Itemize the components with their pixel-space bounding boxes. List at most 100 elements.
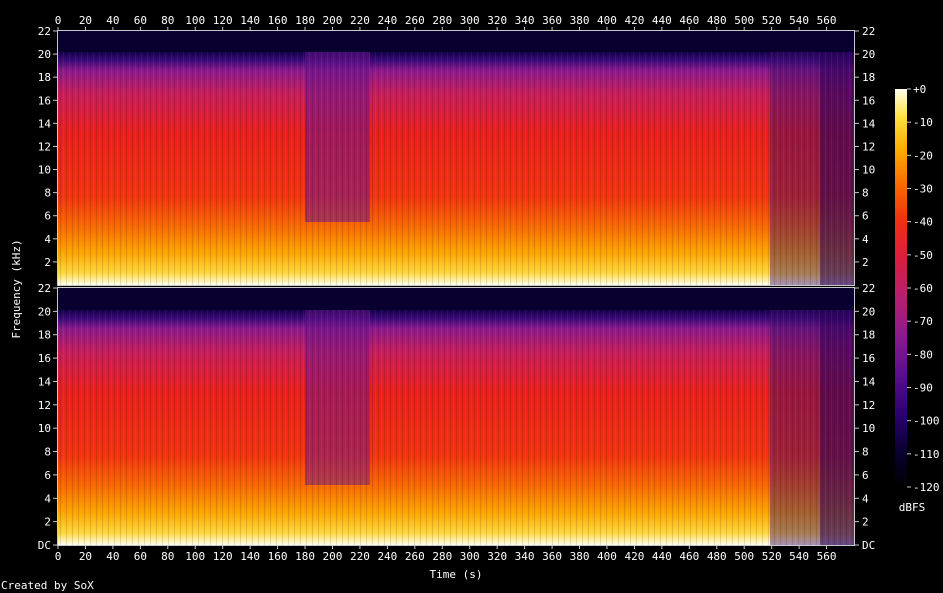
x-tick-bottom-label: 480 bbox=[707, 550, 727, 563]
y-tick-label-ch1: 20 bbox=[38, 48, 51, 61]
y-tick-label-ch2: 8 bbox=[44, 446, 51, 459]
y-tick-label-right-ch1: 6 bbox=[862, 210, 869, 223]
y-tick-label-right-ch2: 8 bbox=[862, 446, 869, 459]
x-tick-bottom-label: 260 bbox=[405, 550, 425, 563]
y-tick-label-ch2: 20 bbox=[38, 305, 51, 318]
y-tick-label-right-ch1: 22 bbox=[862, 25, 875, 38]
x-tick-top-label: 100 bbox=[185, 14, 205, 27]
x-tick-bottom-label: 20 bbox=[79, 550, 92, 563]
x-tick-bottom-label: 160 bbox=[268, 550, 288, 563]
x-tick-bottom-label: 280 bbox=[432, 550, 452, 563]
x-tick-bottom-label: 460 bbox=[679, 550, 699, 563]
y-tick-label-ch1: 12 bbox=[38, 140, 51, 153]
x-tick-bottom-label: 40 bbox=[106, 550, 119, 563]
created-by-footer: Created by SoX bbox=[1, 579, 94, 592]
x-tick-top-label: 220 bbox=[350, 14, 370, 27]
colorbar-tick-label: -100 bbox=[913, 415, 940, 428]
x-tick-top-label: 300 bbox=[460, 14, 480, 27]
x-tick-top-label: 0 bbox=[55, 14, 62, 27]
colorbar-label: dBFS bbox=[899, 501, 926, 514]
x-tick-top-label: 180 bbox=[295, 14, 315, 27]
y-axis-label: Frequency (kHz) bbox=[10, 239, 23, 338]
x-tick-bottom-label: 0 bbox=[55, 550, 62, 563]
colorbar: +0 -10 -20 -30 -40 -50 -60 -70 -80 -90 -100 -110 -12… bbox=[895, 83, 940, 514]
y-tick-label-ch1: 8 bbox=[44, 187, 51, 200]
x-tick-top-label: 60 bbox=[134, 14, 147, 27]
y-tick-label-right-ch2: 16 bbox=[862, 352, 875, 365]
x-tick-top-label: 80 bbox=[161, 14, 174, 27]
channel-2-panel bbox=[58, 288, 854, 545]
x-tick-bottom-label: 540 bbox=[789, 550, 809, 563]
x-tick-top-label: 520 bbox=[762, 14, 782, 27]
y-tick-label-ch1: 10 bbox=[38, 164, 51, 177]
x-tick-top-label: 320 bbox=[487, 14, 507, 27]
colorbar-tick-label: -120 bbox=[913, 481, 940, 494]
x-tick-bottom-label: 500 bbox=[734, 550, 754, 563]
y-tick-label-ch2: 4 bbox=[44, 492, 51, 505]
x-tick-top-label: 140 bbox=[240, 14, 260, 27]
x-tick-top-label: 360 bbox=[542, 14, 562, 27]
y-tick-label-right-ch1: 20 bbox=[862, 48, 875, 61]
colorbar-gradient bbox=[895, 89, 907, 487]
x-tick-bottom-label: 340 bbox=[515, 550, 535, 563]
x-tick-bottom-label: 220 bbox=[350, 550, 370, 563]
x-tick-bottom-label: 520 bbox=[762, 550, 782, 563]
colorbar-tick-label: -50 bbox=[913, 249, 933, 262]
x-tick-top-label: 500 bbox=[734, 14, 754, 27]
y-tick-label-right-ch1: 16 bbox=[862, 94, 875, 107]
y-tick-label-right-ch2: 6 bbox=[862, 469, 869, 482]
y-tick-label-right-ch1: 4 bbox=[862, 233, 869, 246]
y-tick-label-ch1: 22 bbox=[38, 25, 51, 38]
y-tick-label-right-ch1: 12 bbox=[862, 140, 875, 153]
x-tick-top-label: 260 bbox=[405, 14, 425, 27]
colorbar-tick-label: -60 bbox=[913, 282, 933, 295]
y-tick-label-right-ch2: 4 bbox=[862, 492, 869, 505]
x-tick-bottom-label: 360 bbox=[542, 550, 562, 563]
colorbar-tick-label: -110 bbox=[913, 448, 940, 461]
y-tick-label-ch1: 16 bbox=[38, 94, 51, 107]
y-tick-label-right-ch2: 18 bbox=[862, 329, 875, 342]
x-tick-bottom-label: 140 bbox=[240, 550, 260, 563]
y-tick-label-right-ch1: 8 bbox=[862, 187, 869, 200]
x-tick-top-label: 160 bbox=[268, 14, 288, 27]
x-tick-top-label: 40 bbox=[106, 14, 119, 27]
x-tick-top-label: 340 bbox=[515, 14, 535, 27]
y-tick-label-right-ch2: 2 bbox=[862, 516, 869, 529]
x-axis-bottom: 0 20 40 60 80 100 120 140 160 180 200 220 240 260 280 3… bbox=[55, 545, 836, 563]
y-tick-label-right-ch1: 10 bbox=[862, 164, 875, 177]
colorbar-tick-label: -80 bbox=[913, 348, 933, 361]
x-tick-bottom-label: 380 bbox=[570, 550, 590, 563]
y-tick-label-right-ch2: 14 bbox=[862, 375, 876, 388]
x-tick-bottom-label: 320 bbox=[487, 550, 507, 563]
y-tick-label-right-ch2: 20 bbox=[862, 305, 875, 318]
x-tick-bottom-label: 60 bbox=[134, 550, 147, 563]
y-tick-label-right-ch1: 14 bbox=[862, 117, 876, 130]
x-tick-bottom-label: 420 bbox=[624, 550, 644, 563]
x-tick-top-label: 380 bbox=[570, 14, 590, 27]
x-tick-bottom-label: 200 bbox=[323, 550, 343, 563]
y-tick-label-ch1: 18 bbox=[38, 71, 51, 84]
y-tick-label-ch2: 10 bbox=[38, 422, 51, 435]
y-tick-label-ch2: 14 bbox=[38, 375, 52, 388]
y-tick-label-right-ch2: 10 bbox=[862, 422, 875, 435]
x-tick-top-label: 480 bbox=[707, 14, 727, 27]
y-tick-label-ch2: 2 bbox=[44, 516, 51, 529]
x-tick-top-label: 120 bbox=[213, 14, 233, 27]
x-tick-bottom-label: 100 bbox=[185, 550, 205, 563]
y-tick-label-ch1: 14 bbox=[38, 117, 52, 130]
y-tick-label-right-ch1: 2 bbox=[862, 256, 869, 269]
y-tick-label-right-ch1: 18 bbox=[862, 71, 875, 84]
y-tick-label-ch2: 12 bbox=[38, 399, 51, 412]
y-tick-label-ch2: 18 bbox=[38, 329, 51, 342]
colorbar-tick-label: -40 bbox=[913, 216, 933, 229]
y-tick-label-ch2: DC bbox=[38, 539, 51, 552]
x-tick-top-label: 560 bbox=[817, 14, 837, 27]
x-tick-top-label: 420 bbox=[624, 14, 644, 27]
y-tick-label-ch1: 6 bbox=[44, 210, 51, 223]
y-tick-label-ch2: 16 bbox=[38, 352, 51, 365]
y-tick-label-ch1: 2 bbox=[44, 256, 51, 269]
colorbar-tick-label: -30 bbox=[913, 183, 933, 196]
colorbar-tick-label: -20 bbox=[913, 149, 933, 162]
x-tick-bottom-label: 300 bbox=[460, 550, 480, 563]
